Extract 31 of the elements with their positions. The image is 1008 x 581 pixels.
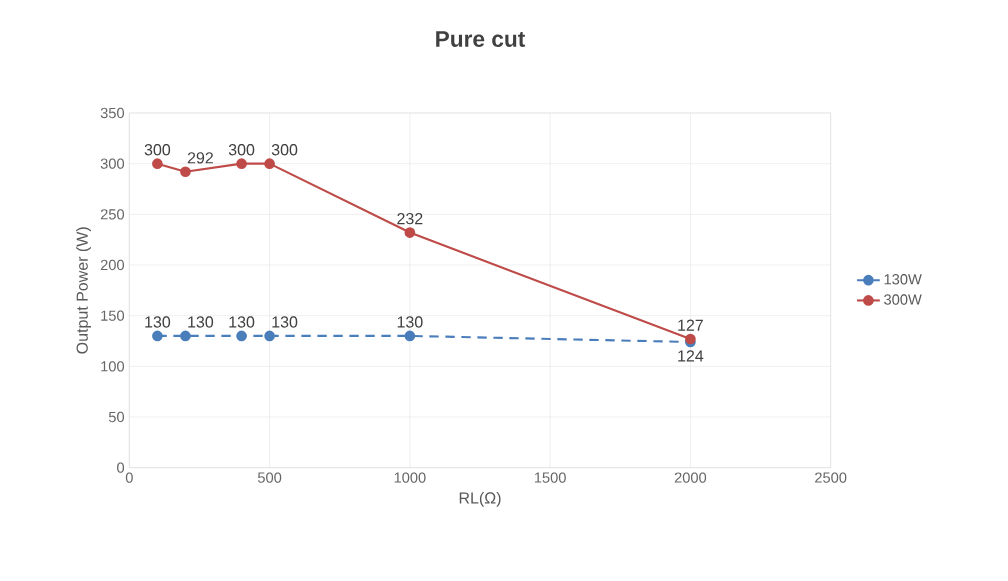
legend-label: 300W (884, 294, 922, 305)
y-tick-label: 350 (100, 107, 125, 119)
x-tick-label: 1500 (534, 472, 566, 483)
x-tick-label: 2000 (674, 472, 707, 483)
y-tick-label: 50 (108, 411, 125, 423)
legend-label: 130W (884, 274, 922, 285)
data-label: 127 (678, 319, 703, 331)
data-label: 130 (188, 316, 214, 328)
y-tick-label: 200 (100, 259, 125, 271)
y-tick-label: 150 (101, 310, 125, 321)
y-axis-title: Output Power (W) (76, 227, 92, 354)
data-label: 130 (145, 316, 171, 328)
data-label: 300 (271, 144, 298, 156)
data-label: 124 (678, 350, 704, 362)
y-tick-label: 300 (100, 158, 125, 169)
data-label: 300 (144, 144, 171, 156)
x-tick-label: 1000 (394, 472, 426, 483)
chart-title: Pure cut (436, 31, 526, 47)
data-label: 300 (228, 144, 255, 156)
data-label: 130 (397, 316, 423, 328)
data-label: 292 (187, 152, 213, 164)
data-label: 232 (397, 212, 423, 225)
x-axis-title: RL(Ω) (459, 491, 501, 507)
data-label: 130 (272, 316, 298, 328)
data-label: 130 (229, 316, 255, 328)
x-tick-label: 2500 (815, 472, 847, 483)
x-tick-label: 500 (257, 472, 282, 483)
y-tick-label: 250 (100, 209, 125, 220)
x-tick-label: 0 (125, 472, 133, 483)
y-tick-label: 100 (101, 361, 125, 372)
y-tick-label: 0 (117, 462, 125, 473)
